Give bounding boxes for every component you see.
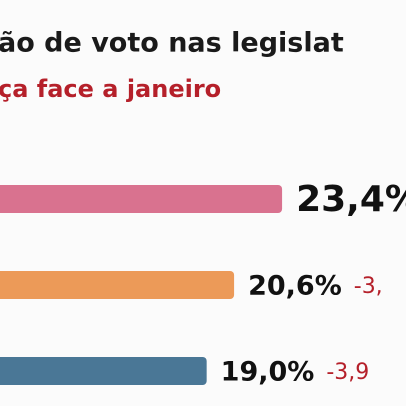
change-label: -3,9 (326, 360, 369, 385)
change-label: -3, (354, 274, 383, 299)
chart-title: ão de voto nas legislat (0, 28, 344, 59)
chart-subtitle: ça face a janeiro (0, 75, 221, 103)
value-label: 23,4% (296, 179, 406, 220)
bar (0, 271, 235, 299)
value-label: 20,6% (248, 271, 342, 302)
bar (0, 357, 207, 385)
value-label: 19,0% (221, 357, 315, 388)
bar (0, 185, 283, 213)
